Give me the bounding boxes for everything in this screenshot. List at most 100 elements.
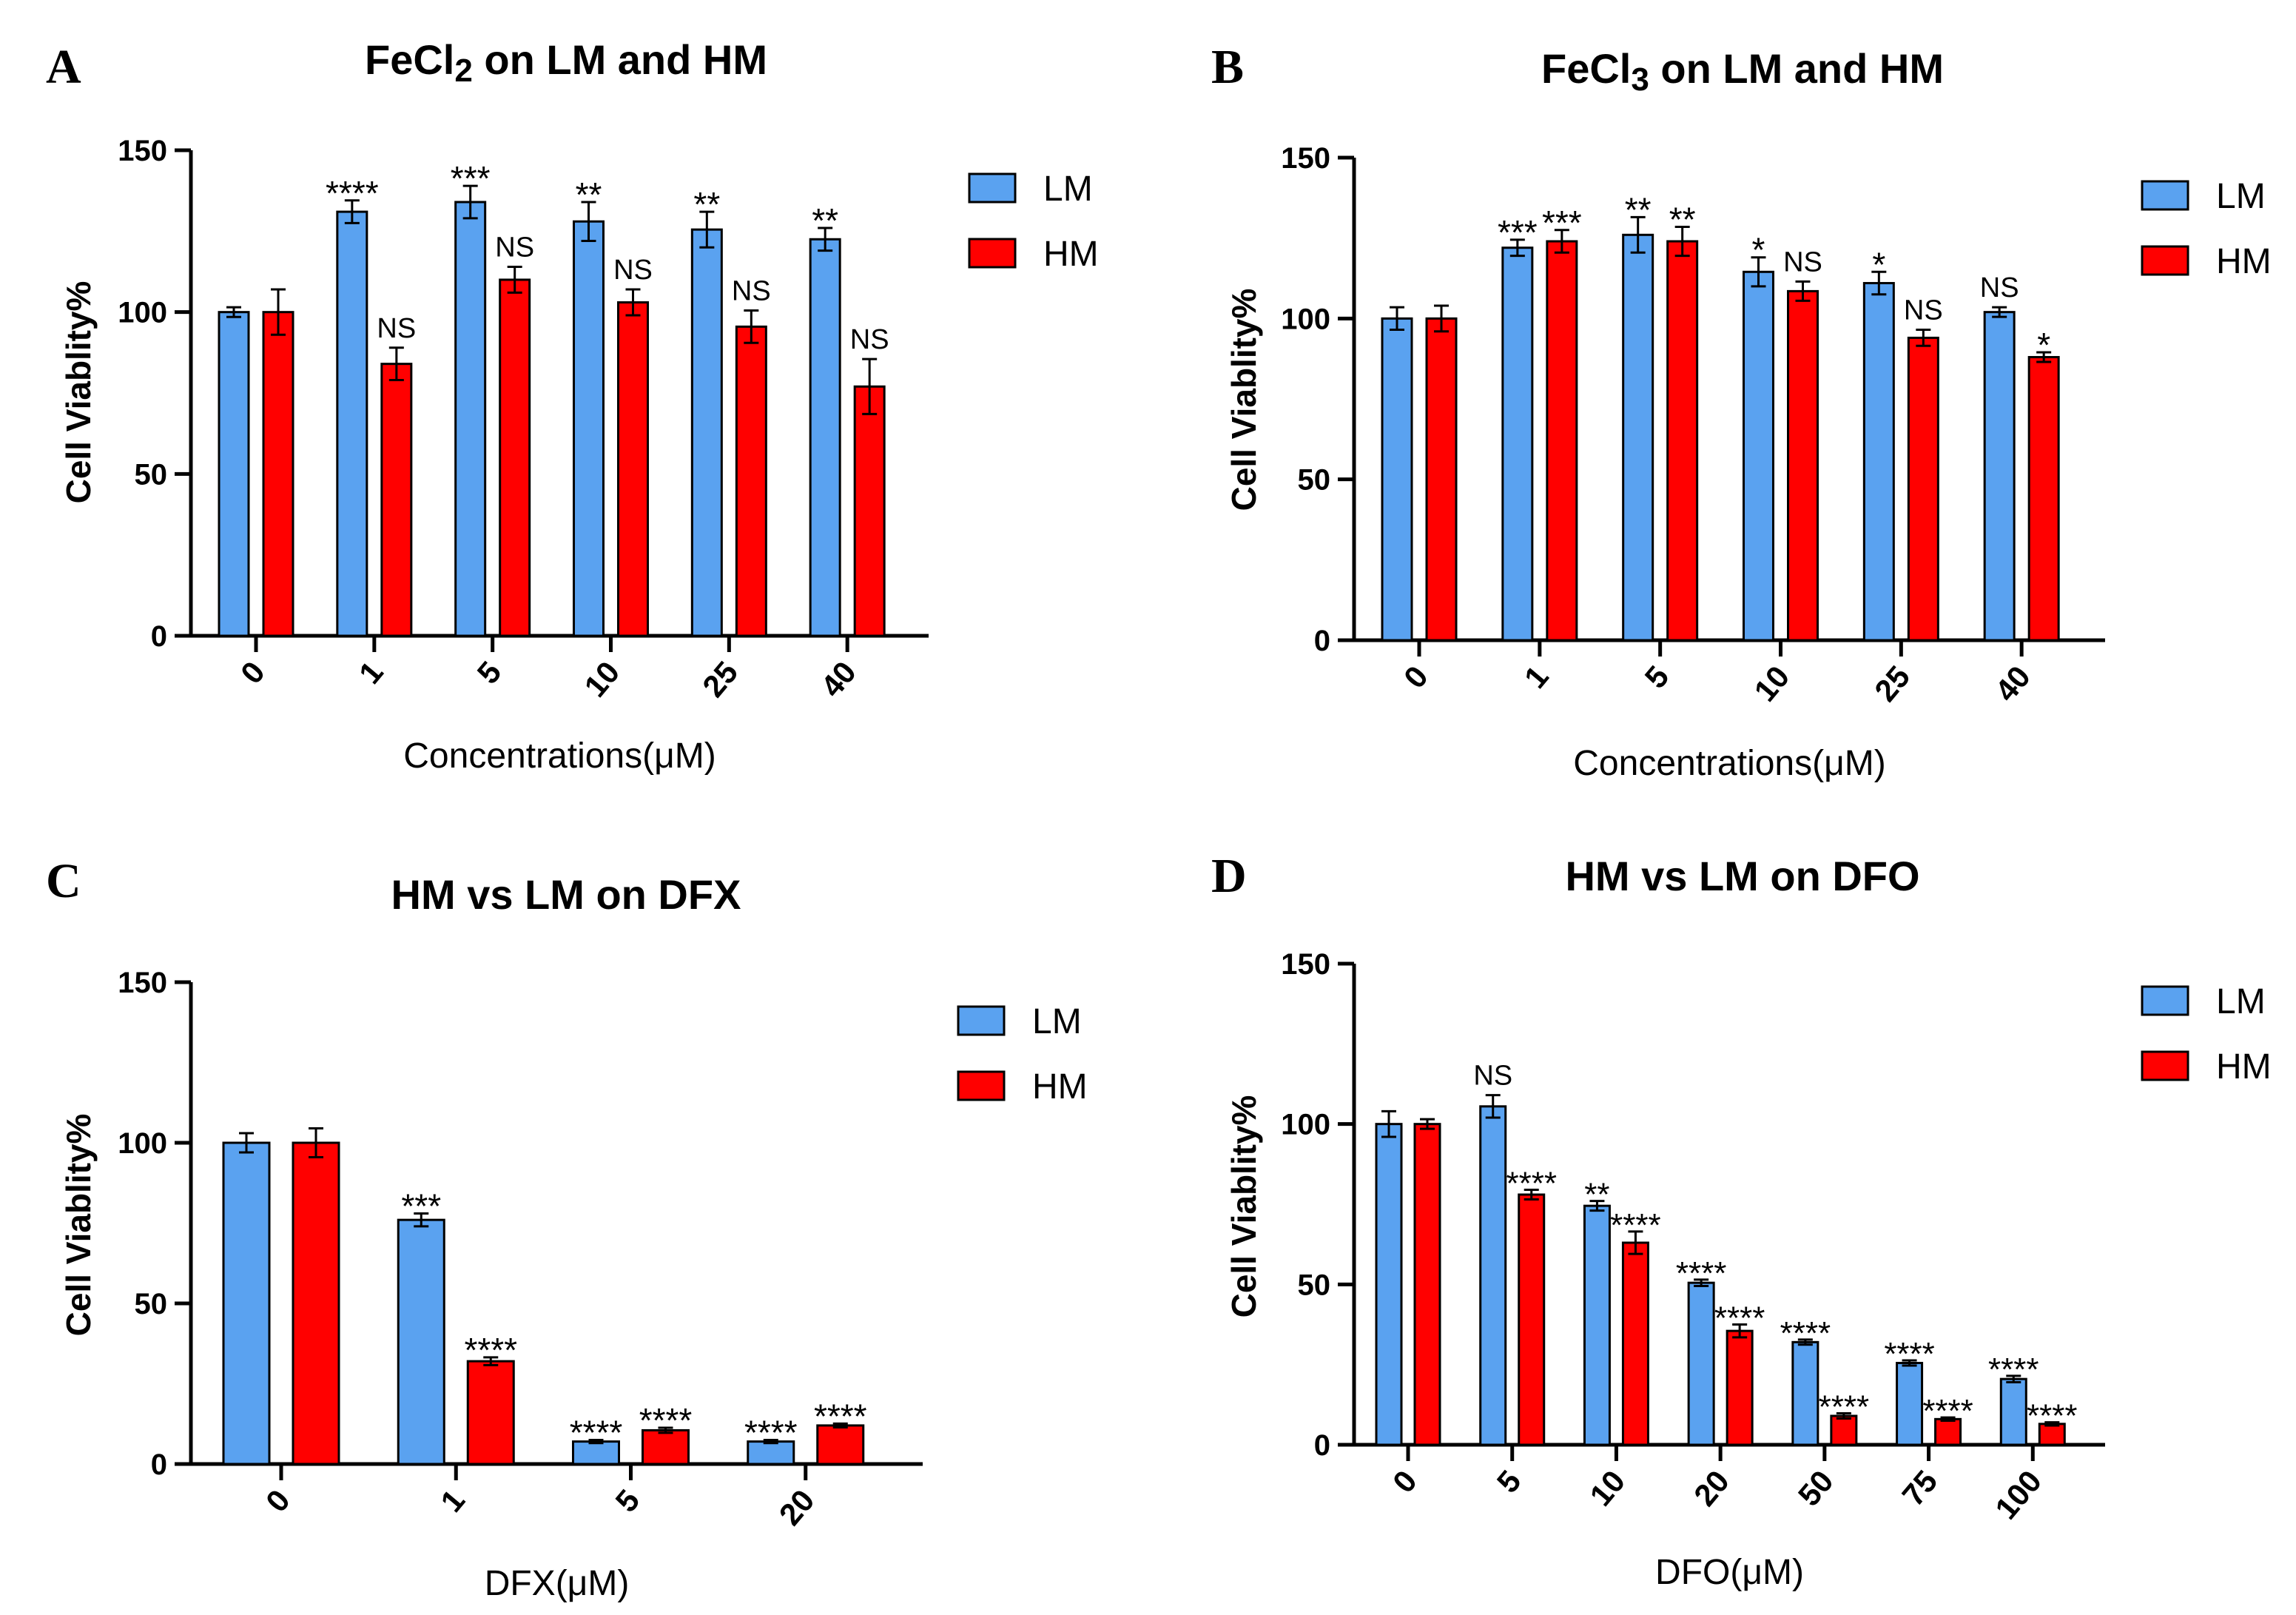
y-tick-label: 150 <box>118 135 167 167</box>
chart-title: HM vs LM on DFX <box>391 871 741 918</box>
y-tick-label: 50 <box>1298 1269 1331 1301</box>
bar-lm-100 <box>1999 1377 2027 1446</box>
significance-label: ** <box>576 175 602 214</box>
x-tick-label: 40 <box>814 655 863 704</box>
bar-lm-1 <box>397 1218 445 1465</box>
bar-lm-1 <box>336 210 368 637</box>
x-tick-label: 10 <box>1583 1464 1632 1513</box>
bar-hm-50 <box>1830 1414 1858 1446</box>
significance-label: *** <box>401 1186 441 1225</box>
significance-label: **** <box>1780 1315 1831 1352</box>
significance-label: ** <box>1625 190 1652 229</box>
y-axis-title: Cell Viablity% <box>1225 289 1263 511</box>
y-tick-label: 0 <box>1314 1429 1330 1462</box>
x-tick-label: 0 <box>234 655 272 691</box>
significance-label: ** <box>1669 200 1696 238</box>
panel-c-chart: C HM vs LM on DFX Cell Viablity% 0 50 100 150 0… <box>46 854 1088 1603</box>
bar-hm-1 <box>466 1360 515 1465</box>
panel-a: A FeCl2 on LM and HM Cell Viablity% 0 50 100 1… <box>0 0 1125 785</box>
significance-label: **** <box>326 174 379 212</box>
bar-hm-10 <box>617 301 649 637</box>
panel-c: C HM vs LM on DFX Cell Viablity% 0 50 100 150 0… <box>0 814 1125 1603</box>
bar-lm-10 <box>1743 270 1774 642</box>
significance-label: **** <box>464 1331 517 1369</box>
bar-lm-0 <box>222 1141 271 1465</box>
significance-label: ** <box>693 185 720 224</box>
bar-hm-20 <box>1726 1329 1754 1446</box>
x-axis-title: DFX(μM) <box>485 1564 630 1603</box>
legend-swatch-lm <box>2141 985 2189 1016</box>
y-tick-label: 100 <box>1281 303 1330 335</box>
bar-hm-1 <box>1546 240 1578 642</box>
bar-hm-5 <box>1518 1193 1546 1446</box>
panel-label: B <box>1211 40 1244 94</box>
panel-b: B FeCl3 on LM and HM Cell Viablity% 0 50 100 1… <box>1165 0 2290 785</box>
x-tick-label: 1 <box>434 1483 471 1519</box>
x-tick-label: 0 <box>259 1483 297 1519</box>
y-tick-label: 100 <box>118 1127 167 1160</box>
y-axis-title: Cell Viablity% <box>59 1114 98 1337</box>
bar-hm-0 <box>262 311 294 637</box>
y-tick-label: 100 <box>1281 1109 1330 1141</box>
bar-lm-0 <box>1381 317 1413 642</box>
significance-label: **** <box>639 1401 693 1440</box>
legend-swatch-hm <box>2141 1050 2189 1081</box>
chart-title-subscript: 3 <box>1631 61 1649 98</box>
significance-label: *** <box>451 159 491 198</box>
x-tick-label: 100 <box>1988 1464 2048 1526</box>
bar-hm-10 <box>1787 289 1819 642</box>
significance-label: **** <box>2027 1398 2078 1434</box>
x-tick-label: 5 <box>1490 1464 1528 1500</box>
bar-hm-0 <box>1425 317 1458 642</box>
bar-hm-75 <box>1934 1417 1962 1446</box>
legend-label-hm: HM <box>2216 242 2272 281</box>
legend-swatch-hm <box>968 238 1017 269</box>
y-tick-label: 0 <box>151 620 167 653</box>
bar-hm-25 <box>1907 336 1939 642</box>
panel-label: C <box>46 854 81 908</box>
x-tick-label: 25 <box>696 655 744 704</box>
panel-label: D <box>1211 849 1247 903</box>
y-tick-label: 100 <box>118 297 167 329</box>
y-tick-label: 0 <box>1314 625 1330 657</box>
x-tick-label: 5 <box>608 1483 646 1519</box>
significance-label: NS <box>495 232 534 263</box>
y-tick-label: 150 <box>118 967 167 999</box>
panel-d: D HM vs LM on DFO Cell Viablity% 0 50 100 150 0… <box>1165 814 2290 1599</box>
legend-swatch-lm <box>957 1005 1006 1036</box>
significance-label: * <box>1872 245 1885 283</box>
bar-lm-75 <box>1896 1362 1924 1446</box>
significance-label: **** <box>1610 1207 1661 1243</box>
legend-label-lm: LM <box>2216 982 2266 1021</box>
x-tick-label: 1 <box>352 655 390 691</box>
chart-title-main: FeCl <box>365 36 454 83</box>
legend-swatch-hm <box>957 1070 1006 1101</box>
chart-title: FeCl3 on LM and HM <box>1541 45 1944 98</box>
significance-label: ** <box>1584 1177 1609 1213</box>
x-tick-label: 20 <box>1687 1464 1736 1513</box>
significance-label: **** <box>1714 1300 1765 1337</box>
chart-title: HM vs LM on DFO <box>1565 853 1919 899</box>
bar-lm-0 <box>218 311 250 637</box>
bar-lm-5 <box>1479 1105 1507 1446</box>
legend-label-lm: LM <box>2216 177 2266 216</box>
bar-hm-0 <box>1413 1123 1441 1446</box>
y-tick-label: 0 <box>151 1448 167 1481</box>
significance-label: NS <box>1783 246 1822 278</box>
significance-label: **** <box>744 1413 798 1451</box>
bar-lm-20 <box>1687 1281 1715 1446</box>
bar-hm-25 <box>735 325 767 637</box>
y-tick-label: 150 <box>1281 948 1330 981</box>
significance-label: *** <box>1498 213 1538 252</box>
x-tick-label: 10 <box>577 655 626 704</box>
significance-label: NS <box>732 275 771 306</box>
y-tick-label: 50 <box>135 1288 168 1320</box>
significance-label: NS <box>1473 1061 1512 1092</box>
significance-label: NS <box>850 324 889 355</box>
bar-lm-5 <box>572 1440 620 1465</box>
x-axis-title: Concentrations(μM) <box>1573 744 1885 783</box>
significance-label: **** <box>570 1413 623 1451</box>
